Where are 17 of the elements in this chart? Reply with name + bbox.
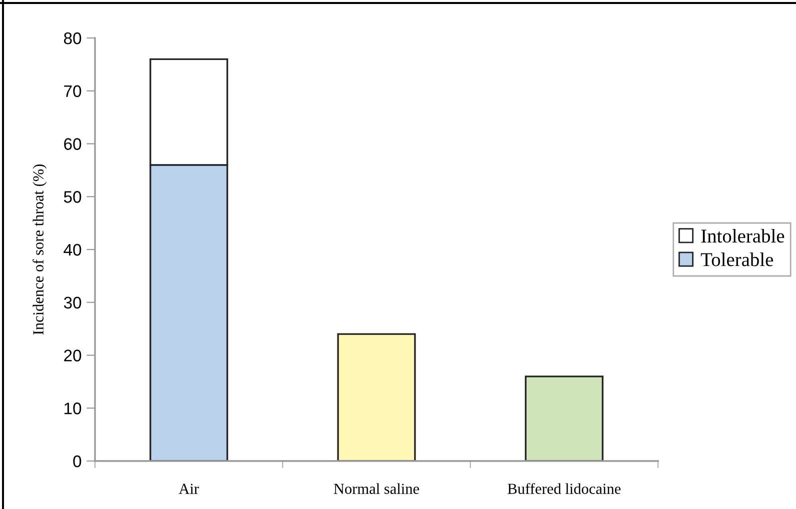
y-tick-label: 70 (64, 85, 82, 98)
x-tick-label: Air (178, 484, 199, 494)
y-tick-label: 20 (64, 350, 82, 362)
x-tick-label: Normal saline (334, 483, 420, 494)
y-tick-label: 60 (64, 138, 82, 150)
y-tick-label: 0 (73, 455, 82, 468)
x-tick-label: Buffered lidocaine (508, 483, 621, 494)
y-axis-title: Incidence of sore throat (%) (32, 164, 47, 335)
y-tick-label: 50 (64, 191, 82, 203)
y-tick-label: 80 (64, 32, 82, 44)
y-tick-label: 10 (64, 402, 82, 414)
bar (337, 333, 416, 461)
bar (524, 376, 604, 461)
legend-label: Intolerable (701, 228, 784, 243)
y-tick-label: 30 (64, 296, 82, 309)
legend-label: Tolerable (700, 252, 774, 266)
y-tick-label: 40 (64, 244, 82, 256)
